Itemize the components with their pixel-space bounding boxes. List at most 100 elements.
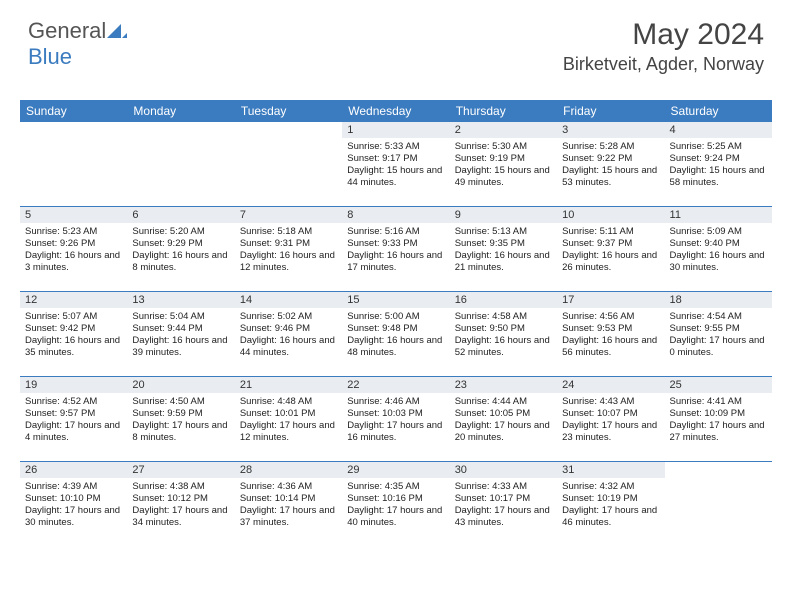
daylight-text: Daylight: 17 hours and 12 minutes.: [240, 420, 337, 444]
daylight-text: Daylight: 15 hours and 49 minutes.: [455, 165, 552, 189]
day-info: Sunrise: 4:39 AMSunset: 10:10 PMDaylight…: [20, 478, 127, 531]
sunrise-text: Sunrise: 4:43 AM: [562, 396, 659, 408]
day-number: 13: [127, 292, 234, 308]
day-info: Sunrise: 5:09 AMSunset: 9:40 PMDaylight:…: [665, 223, 772, 276]
day-info: Sunrise: 4:50 AMSunset: 9:59 PMDaylight:…: [127, 393, 234, 446]
day-cell: 17Sunrise: 4:56 AMSunset: 9:53 PMDayligh…: [557, 292, 664, 377]
sunrise-text: Sunrise: 5:11 AM: [562, 226, 659, 238]
sunrise-text: Sunrise: 5:13 AM: [455, 226, 552, 238]
sunrise-text: Sunrise: 5:20 AM: [132, 226, 229, 238]
day-cell: 21Sunrise: 4:48 AMSunset: 10:01 PMDaylig…: [235, 377, 342, 462]
daylight-text: Daylight: 17 hours and 30 minutes.: [25, 505, 122, 529]
sunrise-text: Sunrise: 4:54 AM: [670, 311, 767, 323]
dayhead-monday: Monday: [127, 100, 234, 122]
day-info: Sunrise: 5:30 AMSunset: 9:19 PMDaylight:…: [450, 138, 557, 191]
day-number: 8: [342, 207, 449, 223]
day-info: Sunrise: 5:13 AMSunset: 9:35 PMDaylight:…: [450, 223, 557, 276]
day-number: 25: [665, 377, 772, 393]
daylight-text: Daylight: 16 hours and 17 minutes.: [347, 250, 444, 274]
day-cell: 8Sunrise: 5:16 AMSunset: 9:33 PMDaylight…: [342, 207, 449, 292]
day-cell: 15Sunrise: 5:00 AMSunset: 9:48 PMDayligh…: [342, 292, 449, 377]
day-cell: 2Sunrise: 5:30 AMSunset: 9:19 PMDaylight…: [450, 122, 557, 207]
day-number: 4: [665, 122, 772, 138]
daylight-text: Daylight: 17 hours and 37 minutes.: [240, 505, 337, 529]
day-number: 23: [450, 377, 557, 393]
daylight-text: Daylight: 17 hours and 4 minutes.: [25, 420, 122, 444]
day-info: Sunrise: 5:23 AMSunset: 9:26 PMDaylight:…: [20, 223, 127, 276]
sunset-text: Sunset: 9:29 PM: [132, 238, 229, 250]
day-cell: [235, 122, 342, 207]
daylight-text: Daylight: 16 hours and 21 minutes.: [455, 250, 552, 274]
dayhead-saturday: Saturday: [665, 100, 772, 122]
day-cell: [127, 122, 234, 207]
sunset-text: Sunset: 10:12 PM: [132, 493, 229, 505]
day-cell: 22Sunrise: 4:46 AMSunset: 10:03 PMDaylig…: [342, 377, 449, 462]
calendar-head: SundayMondayTuesdayWednesdayThursdayFrid…: [20, 100, 772, 122]
day-number: 1: [342, 122, 449, 138]
sunrise-text: Sunrise: 4:52 AM: [25, 396, 122, 408]
sunset-text: Sunset: 10:01 PM: [240, 408, 337, 420]
day-info: Sunrise: 5:02 AMSunset: 9:46 PMDaylight:…: [235, 308, 342, 361]
sunrise-text: Sunrise: 4:46 AM: [347, 396, 444, 408]
daylight-text: Daylight: 17 hours and 0 minutes.: [670, 335, 767, 359]
calendar-table: SundayMondayTuesdayWednesdayThursdayFrid…: [20, 100, 772, 546]
dayhead-friday: Friday: [557, 100, 664, 122]
daylight-text: Daylight: 16 hours and 35 minutes.: [25, 335, 122, 359]
daylight-text: Daylight: 15 hours and 58 minutes.: [670, 165, 767, 189]
day-info: Sunrise: 4:52 AMSunset: 9:57 PMDaylight:…: [20, 393, 127, 446]
day-number: [127, 122, 234, 138]
day-cell: [20, 122, 127, 207]
day-info: Sunrise: 4:48 AMSunset: 10:01 PMDaylight…: [235, 393, 342, 446]
day-number: 3: [557, 122, 664, 138]
sunset-text: Sunset: 9:37 PM: [562, 238, 659, 250]
daylight-text: Daylight: 15 hours and 53 minutes.: [562, 165, 659, 189]
day-info: Sunrise: 4:36 AMSunset: 10:14 PMDaylight…: [235, 478, 342, 531]
day-number: 16: [450, 292, 557, 308]
day-cell: 11Sunrise: 5:09 AMSunset: 9:40 PMDayligh…: [665, 207, 772, 292]
sunset-text: Sunset: 9:26 PM: [25, 238, 122, 250]
day-number: 31: [557, 462, 664, 478]
day-number: 20: [127, 377, 234, 393]
sunset-text: Sunset: 9:48 PM: [347, 323, 444, 335]
day-cell: 14Sunrise: 5:02 AMSunset: 9:46 PMDayligh…: [235, 292, 342, 377]
sunset-text: Sunset: 9:42 PM: [25, 323, 122, 335]
day-number: 10: [557, 207, 664, 223]
day-number: 5: [20, 207, 127, 223]
day-info: Sunrise: 5:18 AMSunset: 9:31 PMDaylight:…: [235, 223, 342, 276]
day-number: 9: [450, 207, 557, 223]
daylight-text: Daylight: 17 hours and 20 minutes.: [455, 420, 552, 444]
daylight-text: Daylight: 16 hours and 52 minutes.: [455, 335, 552, 359]
day-cell: 24Sunrise: 4:43 AMSunset: 10:07 PMDaylig…: [557, 377, 664, 462]
day-cell: [665, 462, 772, 547]
sunrise-text: Sunrise: 4:35 AM: [347, 481, 444, 493]
sunset-text: Sunset: 10:07 PM: [562, 408, 659, 420]
sunset-text: Sunset: 9:19 PM: [455, 153, 552, 165]
day-info: Sunrise: 4:56 AMSunset: 9:53 PMDaylight:…: [557, 308, 664, 361]
sunrise-text: Sunrise: 4:44 AM: [455, 396, 552, 408]
sunrise-text: Sunrise: 5:30 AM: [455, 141, 552, 153]
day-number: 19: [20, 377, 127, 393]
sail-icon: [107, 24, 127, 40]
sunrise-text: Sunrise: 4:58 AM: [455, 311, 552, 323]
day-number: 18: [665, 292, 772, 308]
day-number: 24: [557, 377, 664, 393]
day-number: 26: [20, 462, 127, 478]
day-cell: 29Sunrise: 4:35 AMSunset: 10:16 PMDaylig…: [342, 462, 449, 547]
day-cell: 10Sunrise: 5:11 AMSunset: 9:37 PMDayligh…: [557, 207, 664, 292]
daylight-text: Daylight: 16 hours and 48 minutes.: [347, 335, 444, 359]
day-info: Sunrise: 4:33 AMSunset: 10:17 PMDaylight…: [450, 478, 557, 531]
sunset-text: Sunset: 10:14 PM: [240, 493, 337, 505]
daylight-text: Daylight: 17 hours and 43 minutes.: [455, 505, 552, 529]
day-number: 2: [450, 122, 557, 138]
day-info: Sunrise: 5:25 AMSunset: 9:24 PMDaylight:…: [665, 138, 772, 191]
day-number: 14: [235, 292, 342, 308]
day-cell: 30Sunrise: 4:33 AMSunset: 10:17 PMDaylig…: [450, 462, 557, 547]
day-info: Sunrise: 4:38 AMSunset: 10:12 PMDaylight…: [127, 478, 234, 531]
sunset-text: Sunset: 10:19 PM: [562, 493, 659, 505]
sunset-text: Sunset: 9:53 PM: [562, 323, 659, 335]
day-cell: 27Sunrise: 4:38 AMSunset: 10:12 PMDaylig…: [127, 462, 234, 547]
week-row: 1Sunrise: 5:33 AMSunset: 9:17 PMDaylight…: [20, 122, 772, 207]
day-number: 11: [665, 207, 772, 223]
day-info: Sunrise: 4:32 AMSunset: 10:19 PMDaylight…: [557, 478, 664, 531]
dayhead-sunday: Sunday: [20, 100, 127, 122]
